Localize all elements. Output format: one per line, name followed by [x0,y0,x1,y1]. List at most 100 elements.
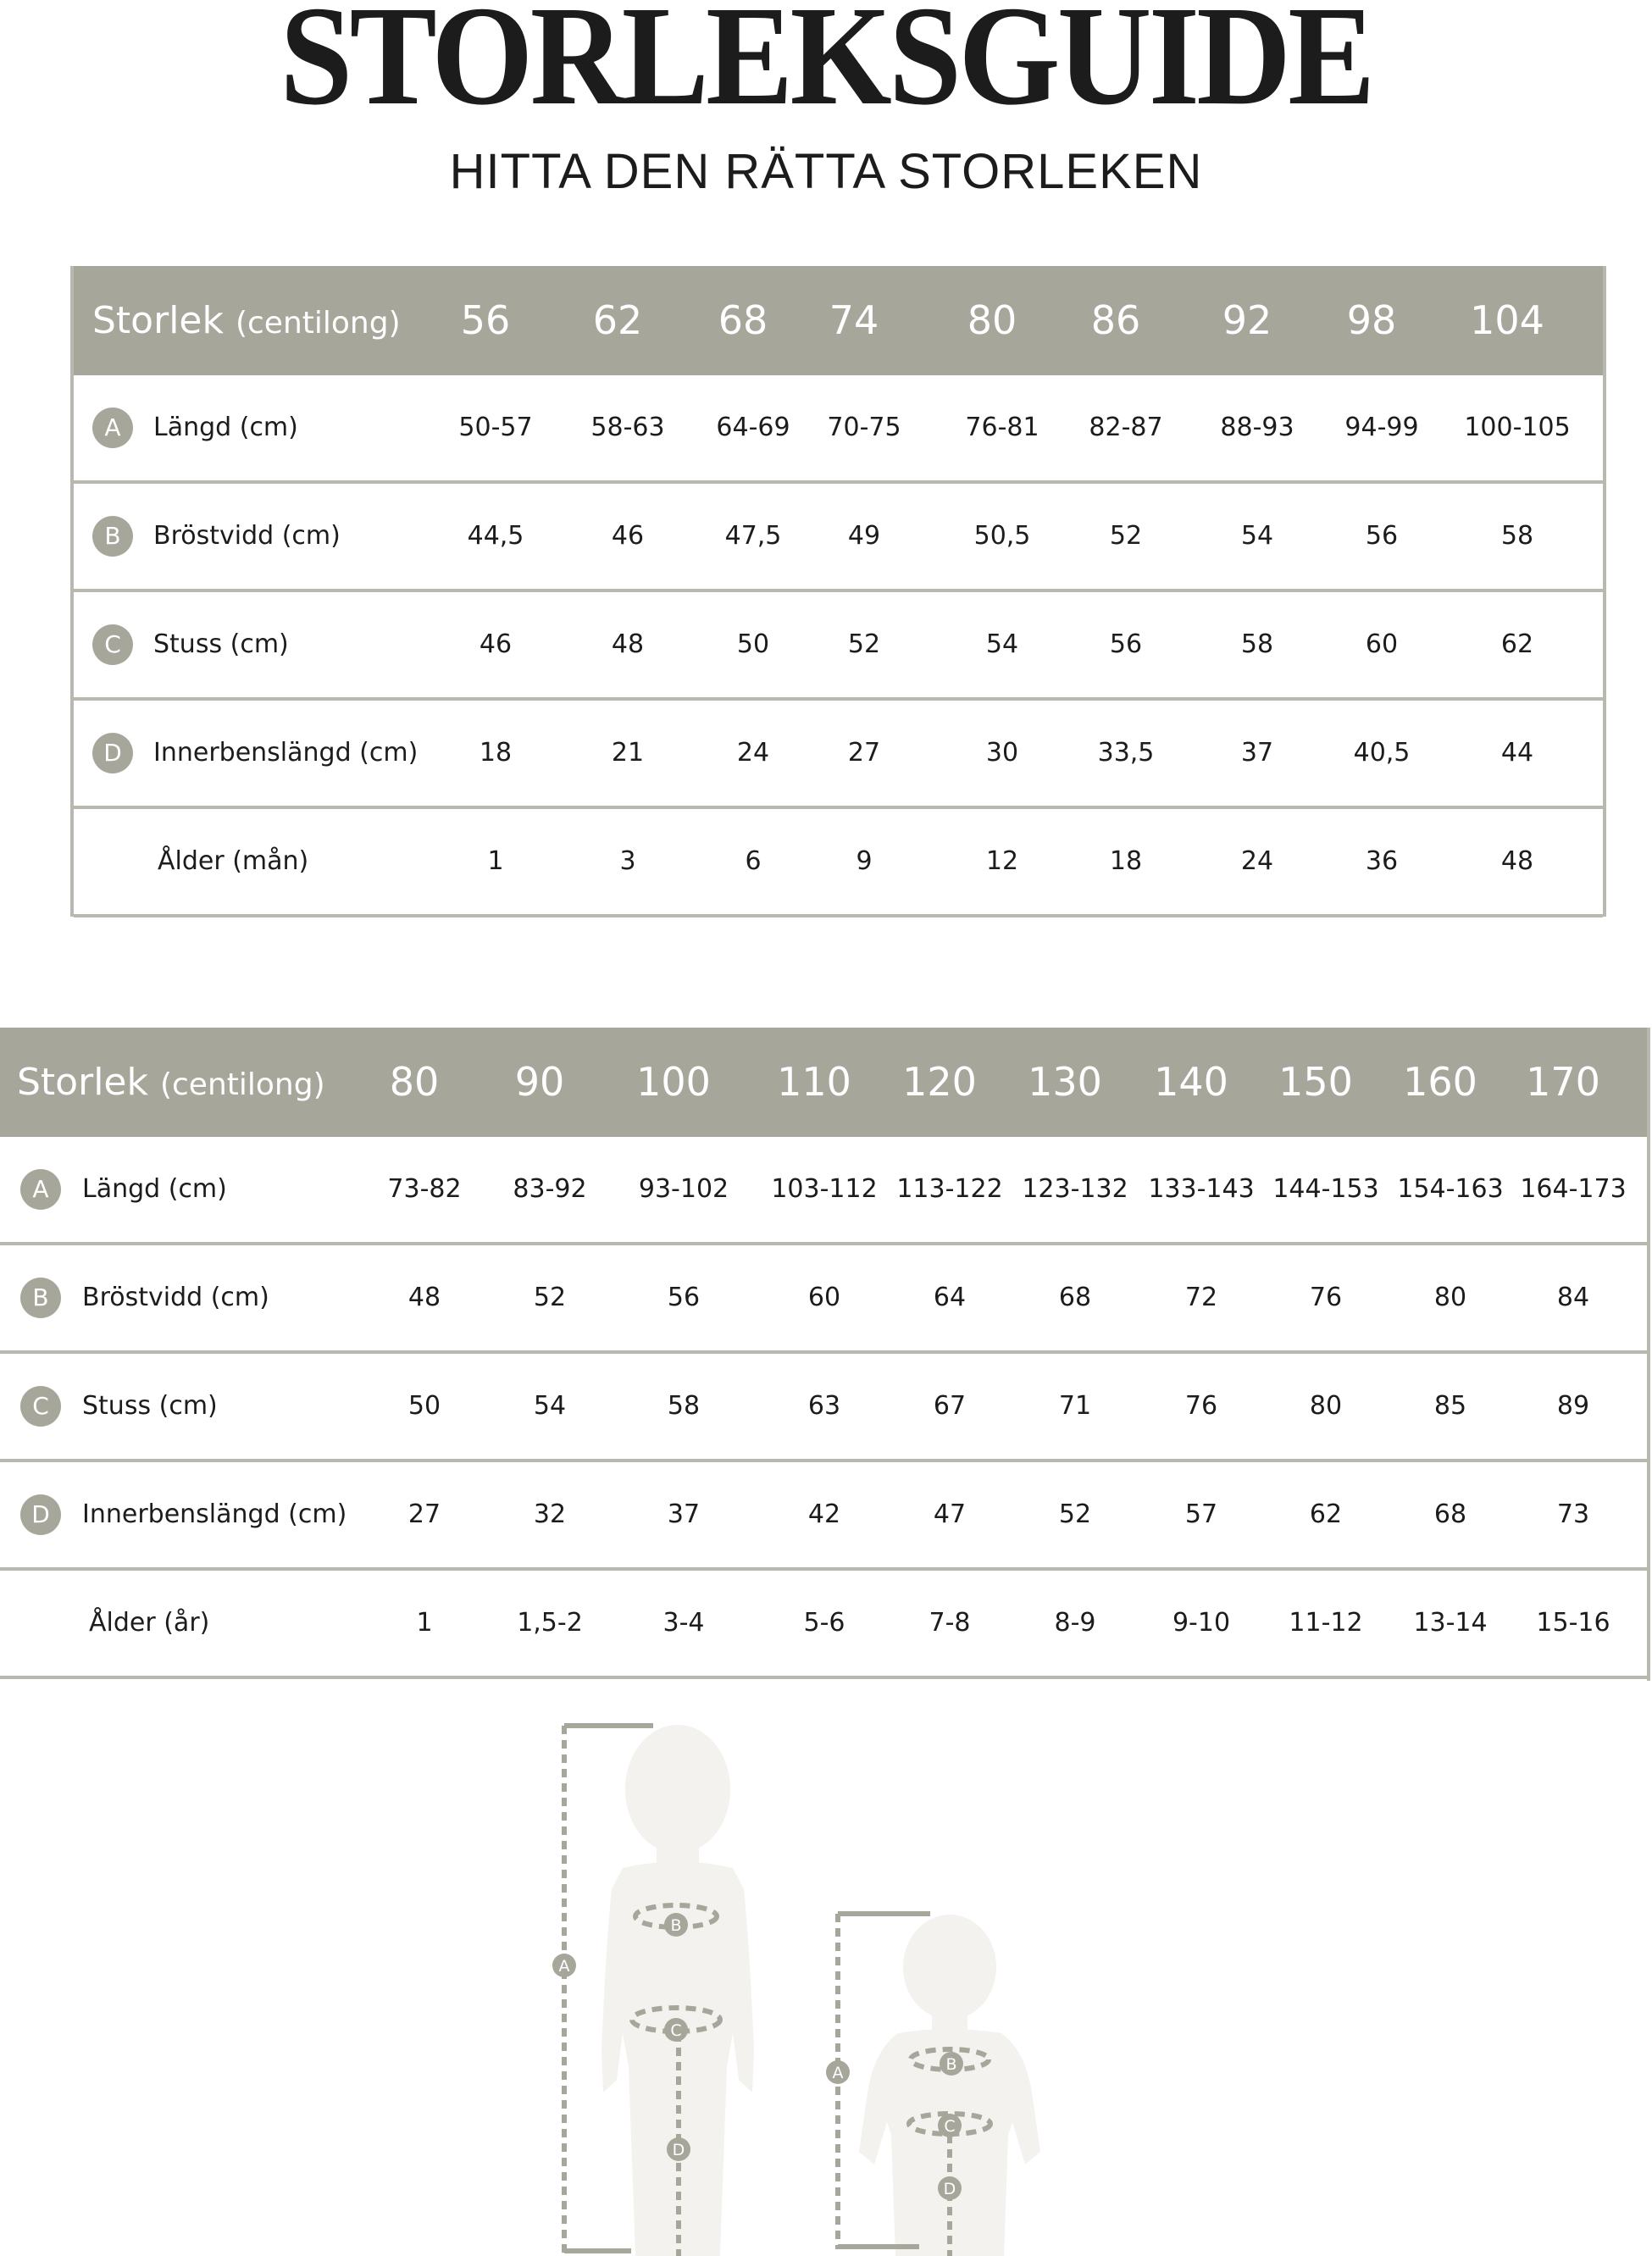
table-cell: 133-143 [1148,1174,1255,1204]
header-label: Storlek (centilong) [17,1028,325,1139]
table-cell: 164-173 [1520,1174,1627,1204]
row-label: Stuss (cm) [82,1391,218,1421]
table-cell: 50,5 [973,521,1031,551]
row-label: Stuss (cm) [153,629,289,659]
table-cell: 27 [407,1499,441,1529]
size-header-cell: 56 [460,297,511,343]
table-cell: 71 [1058,1391,1092,1421]
page-subtitle: HITTA DEN RÄTTA STORLEKEN [449,144,1203,199]
size-header-cell: 86 [1090,297,1141,343]
table-cell: 62 [1500,629,1534,659]
table-cell: 89 [1556,1391,1590,1421]
size-header-cell: 68 [718,297,768,343]
table-cell: 49 [847,521,881,551]
table-cell: 62 [1309,1499,1343,1529]
size-header-cell: 100 [636,1059,711,1105]
table-cell: 50 [407,1391,441,1421]
table-cell: 3 [619,846,636,876]
table-cell: 48 [1500,846,1534,876]
table-cell: 5-6 [803,1608,845,1638]
table-cell: 58 [667,1391,701,1421]
table-cell: 21 [611,738,645,768]
table-cell: 76-81 [965,413,1039,442]
table-row: A Längd (cm) 50-57 58-63 64-69 70-75 76-81 82-8… [74,375,1603,484]
table-cell: 9-10 [1172,1608,1231,1638]
badge-a-icon: A [20,1169,61,1210]
header-label-main: Storlek [17,1061,148,1104]
header-label: Storlek (centilong) [92,266,401,378]
size-header-cell: 74 [829,297,879,343]
svg-text:A: A [833,2064,844,2082]
size-header-cell: 92 [1222,297,1272,343]
table-cell: 52 [847,629,881,659]
page-title: STORLEKSGUIDE [280,0,1375,135]
table-row: B Bröstvidd (cm) 44,5 46 47,5 49 50,5 52 54 56 58 [74,484,1603,592]
size-header-cell: 62 [592,297,643,343]
table-cell: 15-16 [1536,1608,1610,1638]
table-cell: 52 [1109,521,1143,551]
table-cell: 80 [1433,1283,1467,1312]
table-cell: 100-105 [1464,413,1571,442]
table-cell: 64 [933,1283,967,1312]
table-cell: 54 [533,1391,567,1421]
badge-a-icon: A [92,407,133,448]
table-cell: 73-82 [387,1174,462,1204]
row-label: Innerbenslängd (cm) [82,1499,347,1529]
badge-b-icon: B [20,1278,61,1318]
table-cell: 113-122 [896,1174,1003,1204]
table-cell: 56 [667,1283,701,1312]
badge-d-icon: D [92,733,133,773]
size-header-cell: 150 [1278,1059,1353,1105]
table-cell: 24 [736,738,770,768]
badge-b-icon: B [940,2052,963,2076]
table-cell: 94-99 [1344,413,1419,442]
table-cell: 76 [1309,1283,1343,1312]
table-cell: 11-12 [1289,1608,1363,1638]
row-label: Innerbenslängd (cm) [153,738,419,768]
table-cell: 68 [1433,1499,1467,1529]
badge-c-icon: C [938,2114,962,2137]
size-header-cell: 104 [1470,297,1544,343]
table-cell: 3-4 [662,1608,705,1638]
table-cell: 60 [807,1283,841,1312]
table-cell: 58-63 [590,413,665,442]
table-cell: 154-163 [1397,1174,1504,1204]
size-header-cell: 170 [1526,1059,1600,1105]
row-label: Längd (cm) [82,1174,227,1204]
table-cell: 50 [736,629,770,659]
table-cell: 60 [1365,629,1399,659]
table-cell: 123-132 [1022,1174,1128,1204]
child-silhouette [601,1725,754,2256]
table-cell: 18 [479,738,513,768]
table-cell: 7-8 [929,1608,971,1638]
size-header-cell: 90 [514,1059,565,1105]
svg-text:D: D [944,2180,956,2198]
badge-a-icon: A [552,1954,576,1977]
size-header-cell: 80 [967,297,1017,343]
table-cell: 58 [1240,629,1274,659]
table-cell: 47 [933,1499,967,1529]
svg-text:C: C [944,2117,955,2136]
svg-text:B: B [670,1916,681,1935]
size-header-cell: 120 [902,1059,977,1105]
table-cell: 48 [611,629,645,659]
table-cell: 52 [533,1283,567,1312]
header-label-sub: (centilong) [159,1067,325,1102]
table-cell: 13-14 [1413,1608,1488,1638]
table-cell: 54 [985,629,1019,659]
badge-d-icon: D [20,1494,61,1535]
table-cell: 82-87 [1089,413,1163,442]
size-table-baby: Storlek (centilong) 56 62 68 74 80 86 92 98 104 A L… [70,266,1606,917]
table-row: C Stuss (cm) 50 54 58 63 67 71 76 80 85 89 [0,1354,1647,1462]
header-label-sub: (centilong) [235,306,401,341]
table-cell: 42 [807,1499,841,1529]
table-cell: 27 [847,738,881,768]
table-cell: 8-9 [1054,1608,1096,1638]
table-cell: 46 [611,521,645,551]
table-cell: 33,5 [1097,738,1155,768]
table-cell: 30 [985,738,1019,768]
badge-d-icon: D [667,2137,690,2161]
row-label: Ålder (år) [89,1608,210,1638]
table-cell: 54 [1240,521,1274,551]
